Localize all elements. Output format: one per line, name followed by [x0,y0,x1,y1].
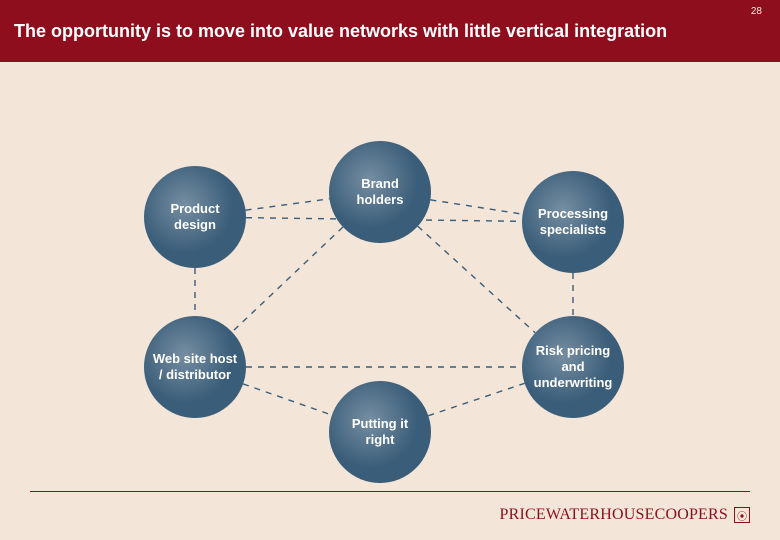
logo-text: PRICEWATERHOUSECOOPERS [500,506,728,524]
edge-brand_holders-processing [430,200,522,214]
node-label: Product design [170,201,219,234]
edge-brand_holders-risk_pricing [418,226,535,332]
node-web_host: Web site host / distributor [144,316,246,418]
edge-product_design-brand_holders [246,199,330,210]
header-bar: 28 The opportunity is to move into value… [0,0,780,62]
node-label: Web site host / distributor [153,351,237,384]
edge-web_host-putting_right [243,384,332,415]
node-label: Brand holders [357,176,404,209]
node-label: Processing specialists [538,206,608,239]
slide-page: 28 The opportunity is to move into value… [0,0,780,540]
logo-glyph-icon: ⦿ [734,507,750,523]
node-label: Risk pricing and underwriting [534,343,613,392]
node-putting_right: Putting it right [329,381,431,483]
node-processing: Processing specialists [522,171,624,273]
node-brand_holders: Brand holders [329,141,431,243]
edge-putting_right-risk_pricing [428,383,524,415]
node-risk_pricing: Risk pricing and underwriting [522,316,624,418]
footer-logo: PRICEWATERHOUSECOOPERS ⦿ [500,504,750,526]
footer-rule [30,491,750,492]
page-title: The opportunity is to move into value ne… [14,21,667,42]
node-label: Putting it right [352,416,408,449]
node-product_design: Product design [144,166,246,268]
page-number: 28 [751,6,762,17]
edge-brand_holders-web_host [232,227,343,332]
diagram-canvas: Product design Brand holders Processing sp… [0,62,780,540]
